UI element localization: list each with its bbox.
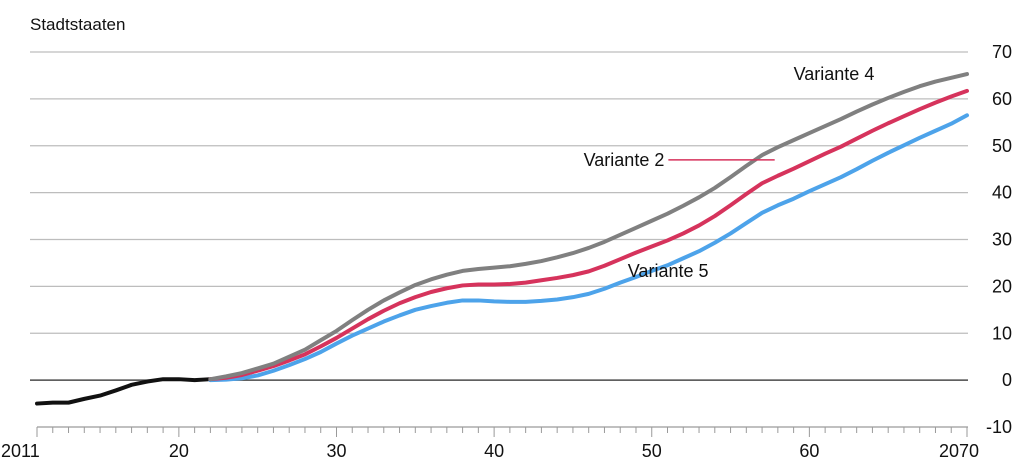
series-line-variante-4 [208, 72, 969, 382]
x-tick-label: 20 [169, 441, 189, 461]
series-label-variante-5: Variante 5 [628, 261, 709, 281]
y-tick-label: 40 [992, 183, 1012, 203]
y-tick-label: -10 [986, 417, 1012, 437]
series-layer [35, 72, 969, 406]
x-tick-label: 2011 [1, 441, 40, 461]
x-tick-label: 2070 [939, 441, 979, 461]
grid-layer [30, 51, 968, 428]
series-label-variante-2: Variante 2 [584, 150, 665, 170]
x-tick-label: 40 [484, 441, 504, 461]
y-tick-label: 50 [992, 136, 1012, 156]
y-tick-label: 10 [992, 323, 1012, 343]
y-tick-label: 60 [992, 89, 1012, 109]
x-tick-label: 60 [799, 441, 819, 461]
series-label-layer: Variante 4 Variante 2 Variante 5 [584, 64, 875, 281]
series-line-history [35, 377, 213, 406]
tick-layer: 70 60 50 40 30 20 10 0 -10 2011 20 30 40 50 60 2070 [1, 42, 1012, 461]
y-tick-label: 20 [992, 276, 1012, 296]
chart-title: Stadtstaaten [30, 15, 125, 34]
x-tick-label: 30 [326, 441, 346, 461]
y-tick-label: 30 [992, 230, 1012, 250]
series-line-variante-2 [208, 88, 969, 382]
series-line-variante-5 [208, 113, 969, 383]
series-label-variante-4: Variante 4 [794, 64, 875, 84]
y-tick-label: 0 [1002, 370, 1012, 390]
x-tick-label: 50 [642, 441, 662, 461]
y-tick-label: 70 [992, 42, 1012, 62]
